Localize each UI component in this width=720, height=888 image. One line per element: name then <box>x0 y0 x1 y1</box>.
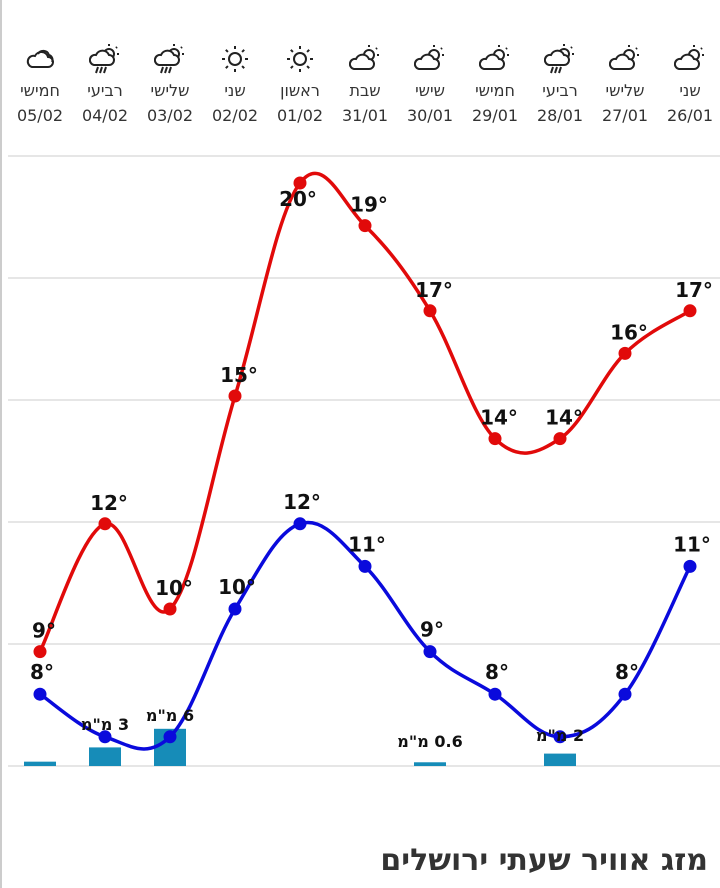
high-point <box>488 432 502 446</box>
day-column: חמישי 29/01 <box>463 40 527 128</box>
partly-cloudy-icon <box>398 40 462 78</box>
rain-sun-icon <box>73 40 137 78</box>
day-column: שלישי 03/02 <box>138 40 202 128</box>
high-point <box>33 645 47 659</box>
rain-bar <box>414 762 446 766</box>
day-name: שבת <box>349 81 381 100</box>
rain-sun-icon <box>138 40 202 78</box>
day-column: רביעי 28/01 <box>528 40 592 128</box>
low-label: 8° <box>30 660 54 684</box>
high-point <box>163 602 177 616</box>
rain-label: 2 מ"מ <box>536 726 584 745</box>
rain-sun-icon <box>528 40 592 78</box>
day-date: 27/01 <box>601 106 649 125</box>
left-border <box>0 0 2 888</box>
high-point <box>98 517 112 531</box>
day-column: רביעי 04/02 <box>73 40 137 128</box>
day-name: חמישי <box>475 81 515 100</box>
day-date: 29/01 <box>471 106 519 125</box>
day-name: שלישי <box>150 81 190 100</box>
day-date: 01/02 <box>276 106 324 125</box>
low-label: 11° <box>348 532 386 556</box>
day-column: שלישי 27/01 <box>593 40 657 128</box>
day-name: שני <box>224 81 246 100</box>
high-label: 20° <box>279 187 317 211</box>
day-column: שישי 30/01 <box>398 40 462 128</box>
sun-icon <box>268 40 332 78</box>
day-date: 05/02 <box>16 106 64 125</box>
day-date: 04/02 <box>81 106 129 125</box>
day-name: רביעי <box>542 81 578 100</box>
low-point <box>293 517 307 531</box>
low-label: 8° <box>615 660 639 684</box>
low-point <box>358 559 372 573</box>
high-line <box>38 171 691 653</box>
sun-icon <box>203 40 267 78</box>
rain-bar <box>24 761 56 766</box>
low-point <box>683 559 697 573</box>
high-point <box>618 346 632 360</box>
day-column: חמישי 05/02 <box>8 40 72 128</box>
rain-bar <box>544 753 576 766</box>
high-label: 14° <box>480 406 518 430</box>
low-label: 11° <box>673 532 711 556</box>
day-date: 30/01 <box>406 106 454 125</box>
low-point <box>553 730 567 744</box>
high-point <box>683 304 697 318</box>
high-label: 17° <box>415 278 453 302</box>
high-point <box>358 219 372 233</box>
day-column: שבת 31/01 <box>333 40 397 128</box>
day-date: 31/01 <box>341 106 389 125</box>
low-point <box>33 687 47 701</box>
partly-cloudy-icon <box>463 40 527 78</box>
day-date: 26/01 <box>666 106 714 125</box>
day-name: ראשון <box>280 81 320 100</box>
day-column: שני 02/02 <box>203 40 267 128</box>
low-label: 12° <box>283 490 321 514</box>
high-point <box>293 176 307 190</box>
day-name: רביעי <box>87 81 123 100</box>
low-label: 8° <box>485 660 509 684</box>
high-label: 9° <box>32 619 56 643</box>
day-name: שישי <box>415 81 445 100</box>
high-point <box>553 432 567 446</box>
high-label: 19° <box>350 193 388 217</box>
day-date: 03/02 <box>146 106 194 125</box>
partly-cloudy-icon <box>593 40 657 78</box>
low-point <box>163 730 177 744</box>
day-date: 28/01 <box>536 106 584 125</box>
cloud-icon <box>8 40 72 78</box>
high-label: 14° <box>545 406 583 430</box>
day-column: ראשון 01/02 <box>268 40 332 128</box>
low-point <box>488 687 502 701</box>
partly-cloudy-icon <box>333 40 397 78</box>
high-point <box>423 304 437 318</box>
low-point <box>228 602 242 616</box>
high-label: 12° <box>90 491 128 515</box>
high-label: 17° <box>675 278 713 302</box>
day-name: חמישי <box>20 81 60 100</box>
low-line <box>39 520 692 751</box>
day-date: 02/02 <box>211 106 259 125</box>
partly-cloudy-icon <box>658 40 720 78</box>
low-label: 9° <box>420 618 444 642</box>
low-point <box>98 730 112 744</box>
rain-label: 3 מ"מ <box>81 715 129 734</box>
low-label: 10° <box>218 575 256 599</box>
day-name: שלישי <box>605 81 645 100</box>
high-label: 16° <box>610 320 648 344</box>
high-label: 10° <box>155 576 193 600</box>
page-title: מזג אוויר שעתי ירושלים <box>380 843 708 878</box>
high-label: 15° <box>220 363 258 387</box>
low-point <box>423 645 437 659</box>
day-name: שני <box>679 81 701 100</box>
high-point <box>228 389 242 403</box>
rain-label: 6 מ"מ <box>146 706 194 725</box>
low-point <box>618 687 632 701</box>
rain-bar <box>89 747 121 766</box>
rain-label: 0.6 מ"מ <box>397 732 462 751</box>
day-column: שני 26/01 <box>658 40 720 128</box>
